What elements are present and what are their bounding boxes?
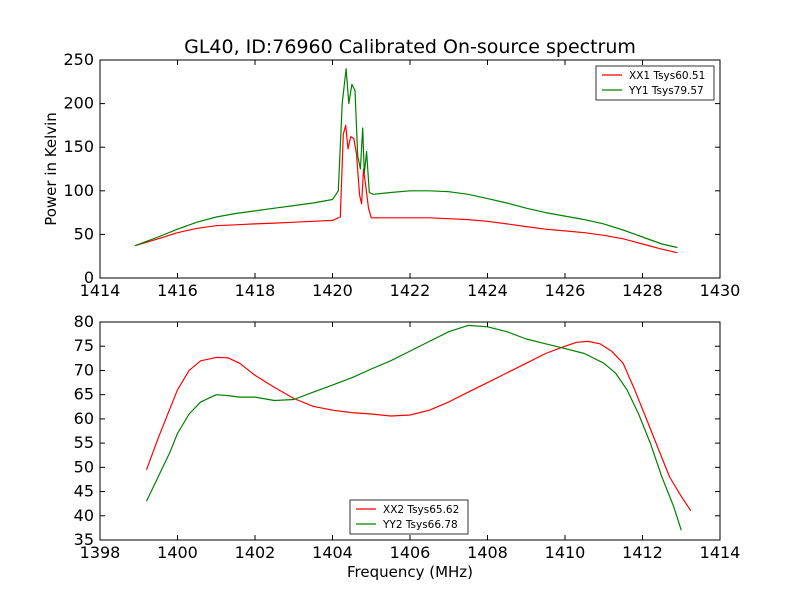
top-x-tick-label: 1416 xyxy=(157,281,198,300)
top-legend-box xyxy=(595,65,715,101)
bottom-x-tick-label: 1406 xyxy=(390,543,431,562)
bottom-legend-label-1: XX2 Tsys65.62 xyxy=(383,504,459,516)
bottom-x-tick-label: 1414 xyxy=(700,543,741,562)
top-y-tick-label: 50 xyxy=(74,224,94,243)
bottom-x-tick-label: 1402 xyxy=(235,543,276,562)
top-y-tick-label: 100 xyxy=(63,181,94,200)
bottom-y-tick-label: 75 xyxy=(74,336,94,355)
bottom-y-tick-label: 80 xyxy=(74,312,94,331)
top-y-tick-label: 150 xyxy=(63,137,94,156)
top-legend: XX1 Tsys60.51 YY1 Tsys79.57 xyxy=(595,65,715,101)
top-x-tick-label: 1430 xyxy=(700,281,741,300)
top-y-tick-label: 0 xyxy=(84,268,94,287)
top-series-line-2 xyxy=(134,68,678,249)
bottom-x-tick-label: 1408 xyxy=(467,543,508,562)
top-y-tick-label: 200 xyxy=(63,94,94,113)
top-series-line-1 xyxy=(134,124,678,254)
bottom-x-tick-label: 1398 xyxy=(80,543,121,562)
top-legend-label-2: YY1 Tsys79.57 xyxy=(628,85,704,97)
top-x-tick-label: 1414 xyxy=(80,281,121,300)
bottom-x-tick-label: 1400 xyxy=(157,543,198,562)
bottom-legend-box xyxy=(349,499,469,535)
top-x-tick-label: 1418 xyxy=(235,281,276,300)
top-y-axis-label: Power in Kelvin xyxy=(42,112,60,226)
bottom-plot: 1398 1400 1402 1404 1406 1408 1410 1412 1414 35 40… xyxy=(74,312,741,562)
chart-title: GL40, ID:76960 Calibrated On-source spec… xyxy=(184,36,636,58)
bottom-x-axis-label: Frequency (MHz) xyxy=(347,563,473,581)
bottom-legend: XX2 Tsys65.62 YY2 Tsys66.78 xyxy=(349,499,469,535)
bottom-series-line-1 xyxy=(145,340,692,512)
top-legend-label-1: XX1 Tsys60.51 xyxy=(629,70,705,82)
bottom-x-tick-label: 1410 xyxy=(545,543,586,562)
top-x-tick-label: 1420 xyxy=(312,281,353,300)
bottom-legend-label-2: YY2 Tsys66.78 xyxy=(382,519,458,531)
bottom-y-tick-label: 65 xyxy=(74,385,94,404)
bottom-series-line-2 xyxy=(145,324,682,531)
bottom-y-tick-label: 35 xyxy=(74,530,94,549)
top-x-tick-label: 1426 xyxy=(545,281,586,300)
bottom-x-tick-label: 1404 xyxy=(312,543,353,562)
bottom-y-tick-label: 60 xyxy=(74,409,94,428)
bottom-y-tick-label: 50 xyxy=(74,457,94,476)
top-plot: 1414 1416 1418 1420 1422 1424 1426 1428 1430 0 50 1… xyxy=(63,50,740,300)
top-x-tick-label: 1422 xyxy=(390,281,431,300)
bottom-y-tick-label: 55 xyxy=(74,433,94,452)
top-x-tick-label: 1424 xyxy=(467,281,508,300)
bottom-x-tick-label: 1412 xyxy=(622,543,663,562)
bottom-y-tick-label: 45 xyxy=(74,482,94,501)
top-y-tick-label: 250 xyxy=(63,50,94,69)
bottom-y-tick-label: 40 xyxy=(74,506,94,525)
bottom-y-tick-label: 70 xyxy=(74,360,94,379)
top-x-tick-label: 1428 xyxy=(622,281,663,300)
